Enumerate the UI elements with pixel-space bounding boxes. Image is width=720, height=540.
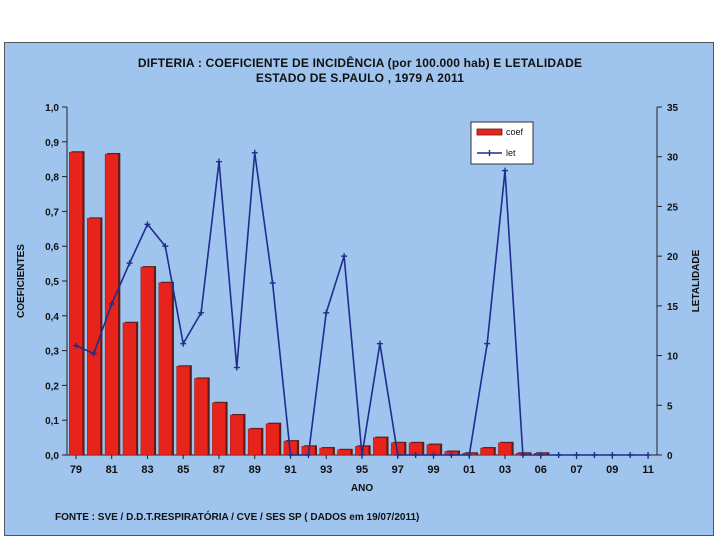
- bar-coef: [373, 437, 387, 456]
- left-tick-label: 0,3: [45, 347, 59, 358]
- right-tick-label: 35: [667, 103, 679, 114]
- right-tick-label: 25: [667, 202, 679, 213]
- bar-coef: [265, 423, 280, 456]
- left-tick-label: 0,6: [45, 242, 59, 253]
- bar-coef: [319, 447, 334, 456]
- left-tick-label: 0,4: [45, 312, 59, 323]
- x-tick-label: 97: [392, 464, 404, 476]
- x-tick-label: 81: [106, 464, 118, 476]
- x-tick-label: 99: [427, 464, 439, 476]
- right-tick-label: 0: [667, 451, 673, 462]
- right-tick-label: 10: [667, 352, 679, 363]
- left-tick-label: 0,5: [45, 277, 59, 288]
- bar-coef: [480, 447, 494, 456]
- left-tick-label: 0,9: [45, 138, 59, 149]
- bar-coef: [176, 366, 191, 456]
- x-tick-label: 87: [213, 464, 225, 476]
- y-axis-title-left: COEFICIENTES: [16, 244, 27, 318]
- x-tick-label: 09: [606, 464, 618, 476]
- left-tick-label: 0,2: [45, 381, 59, 392]
- x-tick-label: 06: [535, 464, 547, 476]
- x-tick-label: 79: [70, 464, 82, 476]
- bar-coef: [69, 152, 83, 456]
- x-tick-label: 83: [141, 464, 153, 476]
- x-axis-title: ANO: [351, 483, 373, 494]
- bar-coef: [122, 322, 137, 456]
- left-tick-label: 0,0: [45, 451, 59, 462]
- left-tick-label: 0,8: [45, 173, 59, 184]
- bar-coef: [498, 442, 512, 456]
- legend-label-let: let: [506, 148, 516, 158]
- x-tick-label: 91: [284, 464, 296, 476]
- chart-svg: 0,0 0,1 0,2 0,3 0,4 0,5 0,6 0,7 0,8 0,9 1,0 0 5 10 15 2…: [16, 103, 702, 494]
- x-tick-label: 07: [570, 464, 582, 476]
- bar-coef: [230, 414, 244, 456]
- right-tick-label: 30: [667, 153, 679, 164]
- x-tick-label: 11: [642, 464, 654, 476]
- bar-coef: [194, 378, 208, 456]
- left-tick-label: 0,7: [45, 207, 59, 218]
- bar-coef: [158, 282, 173, 456]
- chart-title: DIFTERIA : COEFICIENTE DE INCIDÊNCIA (po…: [137, 56, 583, 70]
- chart-panel: DIFTERIA : COEFICIENTE DE INCIDÊNCIA (po…: [4, 42, 714, 536]
- y-axis-title-right: LETALIDADE: [691, 249, 702, 312]
- x-tick-label: 89: [249, 464, 261, 476]
- right-tick-label: 20: [667, 252, 679, 263]
- bar-coef: [87, 218, 101, 456]
- left-tick-label: 1,0: [45, 103, 59, 114]
- bar-coef: [212, 402, 226, 456]
- right-tick-label: 5: [667, 401, 673, 412]
- x-tick-label: 93: [320, 464, 332, 476]
- left-tick-label: 0,1: [45, 416, 59, 427]
- x-tick-label: 85: [177, 464, 189, 476]
- x-tick-label: 03: [499, 464, 511, 476]
- legend-label-coef: coef: [506, 127, 524, 137]
- legend-swatch-coef: [476, 128, 503, 136]
- legend-box: [470, 121, 534, 165]
- bar-coef: [140, 266, 155, 456]
- source-note: FONTE : SVE / D.D.T.RESPIRATÓRIA / CVE /…: [55, 512, 420, 523]
- right-tick-label: 15: [667, 302, 679, 313]
- x-tick-label: 95: [356, 464, 368, 476]
- bar-coef: [247, 428, 262, 456]
- chart-subtitle: ESTADO DE S.PAULO , 1979 A 2011: [255, 71, 465, 85]
- bar-coef: [337, 449, 351, 456]
- x-tick-label: 01: [463, 464, 475, 476]
